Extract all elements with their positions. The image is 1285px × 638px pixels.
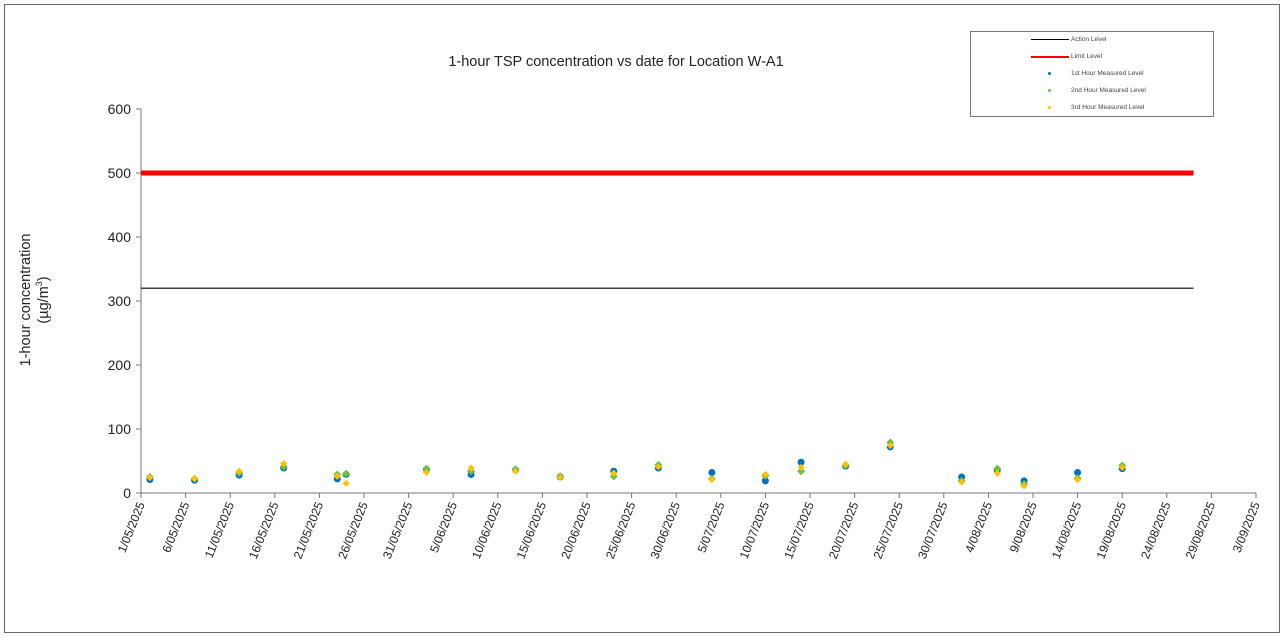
data-point (958, 478, 966, 486)
x-tick-label: 25/07/2025 (871, 500, 907, 561)
data-point (333, 472, 341, 480)
data-point (993, 469, 1001, 477)
y-tick-label: 600 (108, 101, 132, 117)
x-tick-label: 30/06/2025 (648, 500, 684, 561)
data-point (280, 460, 288, 468)
data-point (797, 463, 805, 471)
legend-line-action (1031, 39, 1069, 40)
legend-marker-3rd-hour (1048, 106, 1051, 109)
data-point (708, 469, 716, 477)
data-point (761, 470, 769, 478)
x-tick-label: 20/06/2025 (558, 500, 594, 561)
data-points (145, 438, 1127, 490)
data-point (556, 474, 564, 482)
legend-label-1st-hour: 1st Hour Measured Level (1071, 70, 1144, 77)
data-point (342, 469, 351, 478)
data-point (342, 479, 350, 487)
x-tick-label: 24/08/2025 (1138, 500, 1174, 561)
x-tick-label: 6/05/2025 (159, 500, 192, 555)
y-axis-label: 1-hour concentration (µg/m3) (18, 234, 52, 367)
data-point (610, 469, 618, 477)
series-1 (146, 443, 1126, 485)
y-axis-label-line1: 1-hour concentration (18, 234, 34, 367)
x-tick-label: 26/05/2025 (335, 500, 371, 561)
legend-item-limit-level: Limit Level (971, 52, 1213, 62)
x-tick-label: 31/05/2025 (380, 500, 416, 561)
x-tick-label: 15/06/2025 (514, 500, 550, 561)
data-point (654, 463, 662, 471)
x-ticks: 1/05/2025 6/05/2025 11/05/2025 16/05/2025 21… (115, 493, 1263, 561)
x-tick-label: 11/05/2025 (202, 500, 237, 560)
data-point (708, 476, 716, 484)
data-point (1020, 482, 1028, 490)
y-axis-label-line2: (µg/m3) (34, 276, 52, 323)
x-tick-label: 16/05/2025 (246, 500, 282, 561)
legend-marker-1st-hour (1048, 72, 1051, 75)
data-point (797, 467, 806, 476)
data-point (422, 468, 430, 477)
data-point (467, 464, 475, 472)
x-tick-label: 14/08/2025 (1049, 500, 1085, 561)
data-point (797, 458, 805, 466)
x-tick-label: 5/06/2025 (427, 500, 460, 555)
data-point (761, 477, 769, 485)
x-tick-label: 19/08/2025 (1094, 500, 1130, 561)
legend-item-3rd-hour: 3rd Hour Measured Level (971, 103, 1213, 113)
y-tick-label: 300 (108, 293, 132, 309)
y-tick-label: 0 (123, 485, 131, 501)
data-point (235, 467, 243, 475)
x-tick-label: 30/07/2025 (915, 500, 951, 561)
series-2 (145, 438, 1127, 489)
axes (140, 109, 1256, 494)
x-tick-label: 5/07/2025 (695, 500, 728, 555)
y-tick-label: 500 (108, 165, 132, 181)
reference-lines (141, 170, 1194, 289)
data-point (190, 474, 199, 482)
legend-label-limit: Limit Level (1071, 53, 1103, 60)
x-tick-label: 4/08/2025 (962, 500, 995, 555)
y-tick-label: 200 (108, 357, 132, 373)
data-point (422, 464, 431, 473)
chart-legend: Action Level Limit Level 1st Hour Measur… (970, 31, 1214, 117)
legend-line-limit (1031, 56, 1069, 58)
chart-frame (4, 4, 1280, 633)
data-point (842, 460, 850, 468)
x-tick-label: 10/07/2025 (737, 500, 773, 561)
data-point (993, 464, 1002, 473)
legend-label-3rd-hour: 3rd Hour Measured Level (1071, 104, 1145, 111)
x-tick-label: 29/08/2025 (1183, 500, 1219, 561)
legend-label-2nd-hour: 2nd Hour Measured Level (1071, 87, 1146, 94)
legend-item-action-level: Action Level (971, 35, 1213, 45)
x-tick-label: 9/08/2025 (1007, 500, 1040, 555)
legend-item-2nd-hour: 2nd Hour Measured Level (971, 86, 1213, 96)
x-tick-label: 21/05/2025 (291, 500, 327, 561)
x-tick-label: 15/07/2025 (781, 500, 817, 561)
x-tick-label: 3/09/2025 (1230, 500, 1263, 555)
series-3 (146, 442, 1126, 490)
y-tick-label: 400 (108, 229, 132, 245)
x-tick-label: 10/06/2025 (469, 500, 505, 561)
legend-marker-2nd-hour (1048, 89, 1051, 92)
data-point (886, 442, 894, 450)
chart-title: 1-hour TSP concentration vs date for Loc… (448, 54, 783, 70)
y-tick-label: 100 (108, 421, 132, 437)
legend-label-action: Action Level (1071, 36, 1107, 43)
legend-item-1st-hour: 1st Hour Measured Level (971, 69, 1213, 79)
data-point (146, 474, 154, 482)
data-point (1074, 469, 1082, 477)
data-point (512, 467, 520, 475)
x-tick-label: 25/06/2025 (603, 500, 639, 561)
x-tick-label: 20/07/2025 (826, 500, 862, 561)
y-ticks: 0 100 200 300 400 500 600 (108, 101, 141, 501)
x-tick-label: 1/05/2025 (115, 500, 148, 555)
